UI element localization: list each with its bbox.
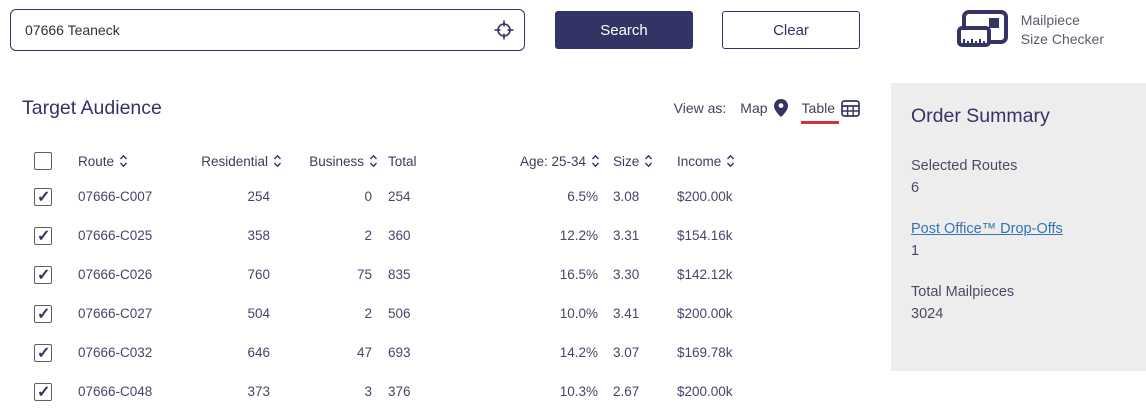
- crosshair-locate-icon[interactable]: [492, 18, 516, 42]
- search-input[interactable]: [10, 9, 525, 51]
- search-field-wrap: [10, 9, 525, 51]
- table-header-row: Route Residential Business Total Age: 25…: [22, 145, 891, 177]
- drop-offs-group: Post Office™ Drop-Offs 1: [911, 221, 1128, 259]
- page-title: Target Audience: [22, 96, 162, 119]
- sort-icon: [591, 154, 600, 168]
- view-as-label: View as:: [673, 100, 727, 116]
- search-button[interactable]: Search: [555, 11, 693, 49]
- table-row: 07666-C048 373 3 376 10.3% 2.67 $200.00k: [22, 372, 891, 411]
- drop-offs-value: 1: [911, 243, 920, 259]
- sort-icon: [369, 154, 378, 168]
- select-all-checkbox[interactable]: [34, 152, 52, 170]
- selected-routes-group: Selected Routes 6: [911, 158, 1128, 196]
- row-checkbox[interactable]: [34, 343, 52, 363]
- total-mailpieces-value: 3024: [911, 306, 944, 322]
- sort-icon: [273, 154, 282, 168]
- row-checkbox[interactable]: [34, 304, 52, 324]
- row-checkbox[interactable]: [34, 265, 52, 285]
- column-header-age[interactable]: Age: 25-34: [470, 154, 600, 169]
- route-cell: 07666-C048: [78, 384, 153, 399]
- table-label: Table: [800, 100, 840, 124]
- mailpiece-size-checker[interactable]: Mailpiece Size Checker: [956, 9, 1104, 51]
- route-cell: 07666-C032: [78, 345, 153, 360]
- table-row: 07666-C026 760 75 835 16.5% 3.30 $142.12…: [22, 255, 891, 294]
- column-header-total: Total: [388, 153, 417, 169]
- table-row: 07666-C032 646 47 693 14.2% 3.07 $169.78…: [22, 333, 891, 372]
- view-as-toggle: View as: Map Table: [673, 99, 860, 124]
- content-area: Target Audience View as: Map Table: [0, 60, 1146, 411]
- sort-icon: [727, 154, 735, 168]
- column-header-route[interactable]: Route: [70, 154, 190, 169]
- route-cell: 07666-C027: [78, 306, 153, 321]
- column-header-business[interactable]: Business: [282, 154, 378, 169]
- route-cell: 07666-C025: [78, 228, 153, 243]
- table-row: 07666-C007 254 0 254 6.5% 3.08 $200.00k: [22, 177, 891, 216]
- table-grid-icon: [841, 99, 860, 117]
- table-row: 07666-C025 358 2 360 12.2% 3.31 $154.16k: [22, 216, 891, 255]
- row-checkbox[interactable]: [34, 382, 52, 402]
- map-pin-icon: [773, 99, 788, 117]
- column-header-residential[interactable]: Residential: [190, 154, 282, 169]
- total-mailpieces-label: Total Mailpieces: [911, 284, 1015, 300]
- row-checkbox[interactable]: [34, 226, 52, 246]
- sort-icon: [645, 154, 653, 168]
- route-cell: 07666-C007: [78, 189, 153, 204]
- order-summary-panel: Order Summary Selected Routes 6 Post Off…: [891, 83, 1146, 371]
- table-row: 07666-C027 504 2 506 10.0% 3.41 $200.00k: [22, 294, 891, 333]
- mailpiece-size-checker-label: Mailpiece Size Checker: [1020, 12, 1104, 47]
- selected-routes-label: Selected Routes: [911, 158, 1018, 174]
- column-header-size[interactable]: Size: [600, 154, 665, 169]
- clear-button[interactable]: Clear: [722, 11, 860, 49]
- column-header-income[interactable]: Income: [665, 154, 805, 169]
- sort-icon: [120, 154, 128, 168]
- view-as-map[interactable]: Map: [740, 99, 788, 117]
- view-as-table[interactable]: Table: [800, 99, 860, 124]
- route-cell: 07666-C026: [78, 267, 153, 282]
- row-checkbox[interactable]: [34, 187, 52, 207]
- target-audience-section: Target Audience View as: Map Table: [0, 60, 891, 411]
- order-summary-title: Order Summary: [911, 105, 1050, 127]
- selected-routes-value: 6: [911, 180, 920, 196]
- mailpiece-size-checker-icon: [956, 9, 1010, 51]
- post-office-drop-offs-link[interactable]: Post Office™ Drop-Offs: [911, 221, 1063, 237]
- map-label: Map: [740, 100, 768, 116]
- top-search-bar: Search Clear Mailpiece Size Checker: [0, 0, 1146, 60]
- total-mailpieces-group: Total Mailpieces 3024: [911, 284, 1128, 322]
